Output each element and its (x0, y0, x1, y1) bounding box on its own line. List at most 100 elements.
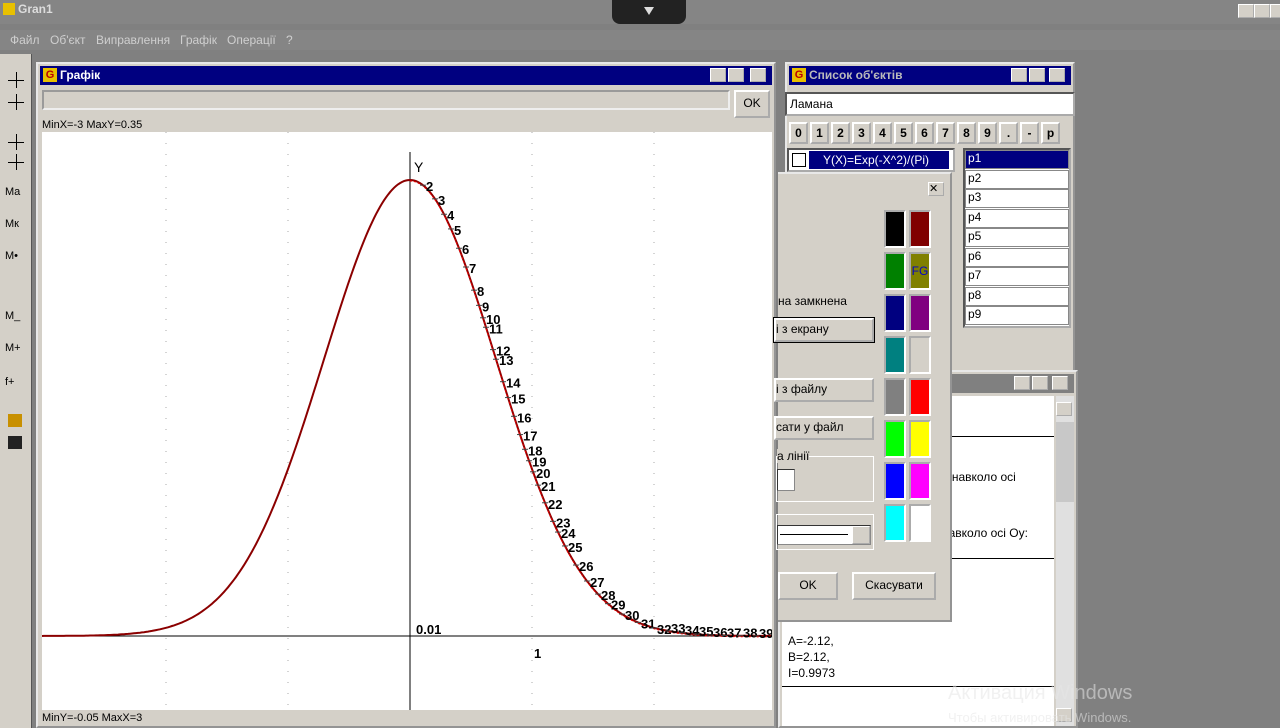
button[interactable]: сати у файл (774, 416, 874, 440)
spinner[interactable] (777, 469, 795, 491)
point-item[interactable]: p6 (965, 247, 1069, 267)
tool-cross[interactable] (8, 72, 24, 88)
object-input[interactable]: Ламана (785, 92, 1075, 116)
tool-cross[interactable] (8, 134, 24, 150)
point-label: 5 (454, 223, 461, 238)
point-item[interactable]: p3 (965, 189, 1069, 208)
checkbox[interactable] (792, 153, 806, 167)
key-button[interactable]: 4 (873, 122, 892, 144)
close[interactable] (750, 68, 766, 82)
cancel-button[interactable]: Скасувати (852, 572, 936, 600)
key-button[interactable]: 1 (810, 122, 829, 144)
app-title-bar: Gran1 (0, 0, 1280, 24)
maximize[interactable] (728, 68, 744, 82)
key-button[interactable]: - (1020, 122, 1039, 144)
color-swatch[interactable]: FG (909, 252, 931, 290)
button[interactable]: і з екрану (773, 317, 875, 343)
color-swatch[interactable] (884, 252, 906, 290)
key-button[interactable]: 5 (894, 122, 913, 144)
key-button[interactable]: 7 (936, 122, 955, 144)
minimize[interactable] (710, 68, 726, 82)
formula-input[interactable] (42, 90, 730, 110)
app-maximize[interactable] (1254, 4, 1270, 18)
watermark-title: Активация Windows (948, 682, 1133, 704)
tool-button[interactable]: M• (5, 250, 19, 262)
key-button[interactable]: 8 (957, 122, 976, 144)
point-item[interactable]: p1 (965, 150, 1069, 169)
tool-icon[interactable] (8, 414, 22, 427)
color-swatch[interactable] (884, 294, 906, 332)
close[interactable] (1049, 68, 1065, 82)
tool-icon[interactable] (8, 436, 22, 449)
key-button[interactable]: 2 (831, 122, 850, 144)
combo[interactable] (777, 525, 871, 545)
icon: G (792, 68, 806, 82)
maximize[interactable] (1032, 376, 1048, 390)
color-swatch[interactable] (909, 462, 931, 500)
menu-item[interactable]: Графік (180, 33, 217, 47)
close[interactable] (1052, 376, 1068, 390)
color-swatch[interactable] (909, 378, 931, 416)
color-swatch[interactable] (909, 294, 931, 332)
watermark-subtitle: Чтобы активировать Windows. (948, 710, 1132, 725)
menu-item[interactable]: Операції (227, 33, 276, 47)
menu-item[interactable]: ? (286, 33, 293, 47)
point-item[interactable]: p4 (965, 208, 1069, 228)
scrollbar[interactable] (1056, 396, 1074, 726)
key-button[interactable]: p (1041, 122, 1060, 144)
dialog-close[interactable]: ✕ (928, 182, 944, 196)
point-item[interactable]: p5 (965, 228, 1069, 247)
minimize[interactable] (1014, 376, 1030, 390)
key-button[interactable]: 9 (978, 122, 997, 144)
color-swatch[interactable] (884, 462, 906, 500)
point-label: 10 (486, 312, 500, 327)
key-button[interactable]: 6 (915, 122, 934, 144)
color-swatch[interactable] (909, 336, 931, 374)
scroll-up[interactable] (1056, 402, 1072, 416)
point-label: 2 (426, 179, 433, 194)
color-swatch[interactable] (909, 504, 931, 542)
info-line: я навколо осі (942, 470, 1016, 484)
tool-cross[interactable] (8, 154, 24, 170)
tool-cross[interactable] (8, 94, 24, 110)
key-button[interactable]: 3 (852, 122, 871, 144)
color-swatch[interactable] (884, 504, 906, 542)
graph-window: G Графік OK MinX=-3 MaxY=0.35 Y 0.01 1 2 3 4 5 6… (36, 62, 776, 728)
point-label: 31 (641, 616, 655, 631)
color-swatch[interactable] (884, 210, 906, 248)
menu-item[interactable]: Виправлення (96, 33, 171, 47)
ok-button[interactable]: OK (778, 572, 838, 600)
point-label: 6 (462, 242, 469, 257)
menu-item[interactable]: Об'єкт (50, 33, 86, 47)
function-item[interactable]: Y(X)=Exp(-X^2)/(Pi) (809, 151, 949, 169)
ok-button[interactable]: OK (734, 90, 770, 118)
color-swatch[interactable] (884, 336, 906, 374)
app-close[interactable] (1270, 4, 1280, 18)
app-minimize[interactable] (1238, 4, 1254, 18)
remote-tab[interactable] (612, 0, 686, 24)
key-button[interactable]: 0 (789, 122, 808, 144)
scroll-down[interactable] (1056, 708, 1072, 722)
tool-button[interactable]: M_ (5, 310, 21, 322)
point-item[interactable]: p7 (965, 267, 1069, 286)
button[interactable]: і з файлу (774, 378, 874, 402)
minimize[interactable] (1011, 68, 1027, 82)
tool-button[interactable]: M+ (5, 342, 21, 354)
color-swatch[interactable] (909, 420, 931, 458)
point-label: 20 (536, 466, 550, 481)
combo-arrow[interactable] (852, 526, 870, 544)
maximize[interactable] (1029, 68, 1045, 82)
tool-button[interactable]: Mа (5, 186, 21, 198)
menu-item[interactable]: Файл (10, 33, 40, 47)
color-swatch[interactable] (884, 420, 906, 458)
point-item[interactable]: p2 (965, 169, 1069, 189)
color-swatch[interactable] (884, 378, 906, 416)
point-label: 13 (499, 353, 513, 368)
key-button[interactable]: . (999, 122, 1018, 144)
tool-button[interactable]: f+ (5, 376, 15, 388)
tool-button[interactable]: Mк (5, 218, 19, 230)
point-item[interactable]: p9 (965, 306, 1069, 325)
point-item[interactable]: p8 (965, 286, 1069, 306)
color-swatch[interactable] (909, 210, 931, 248)
point-label: 28 (601, 588, 615, 603)
